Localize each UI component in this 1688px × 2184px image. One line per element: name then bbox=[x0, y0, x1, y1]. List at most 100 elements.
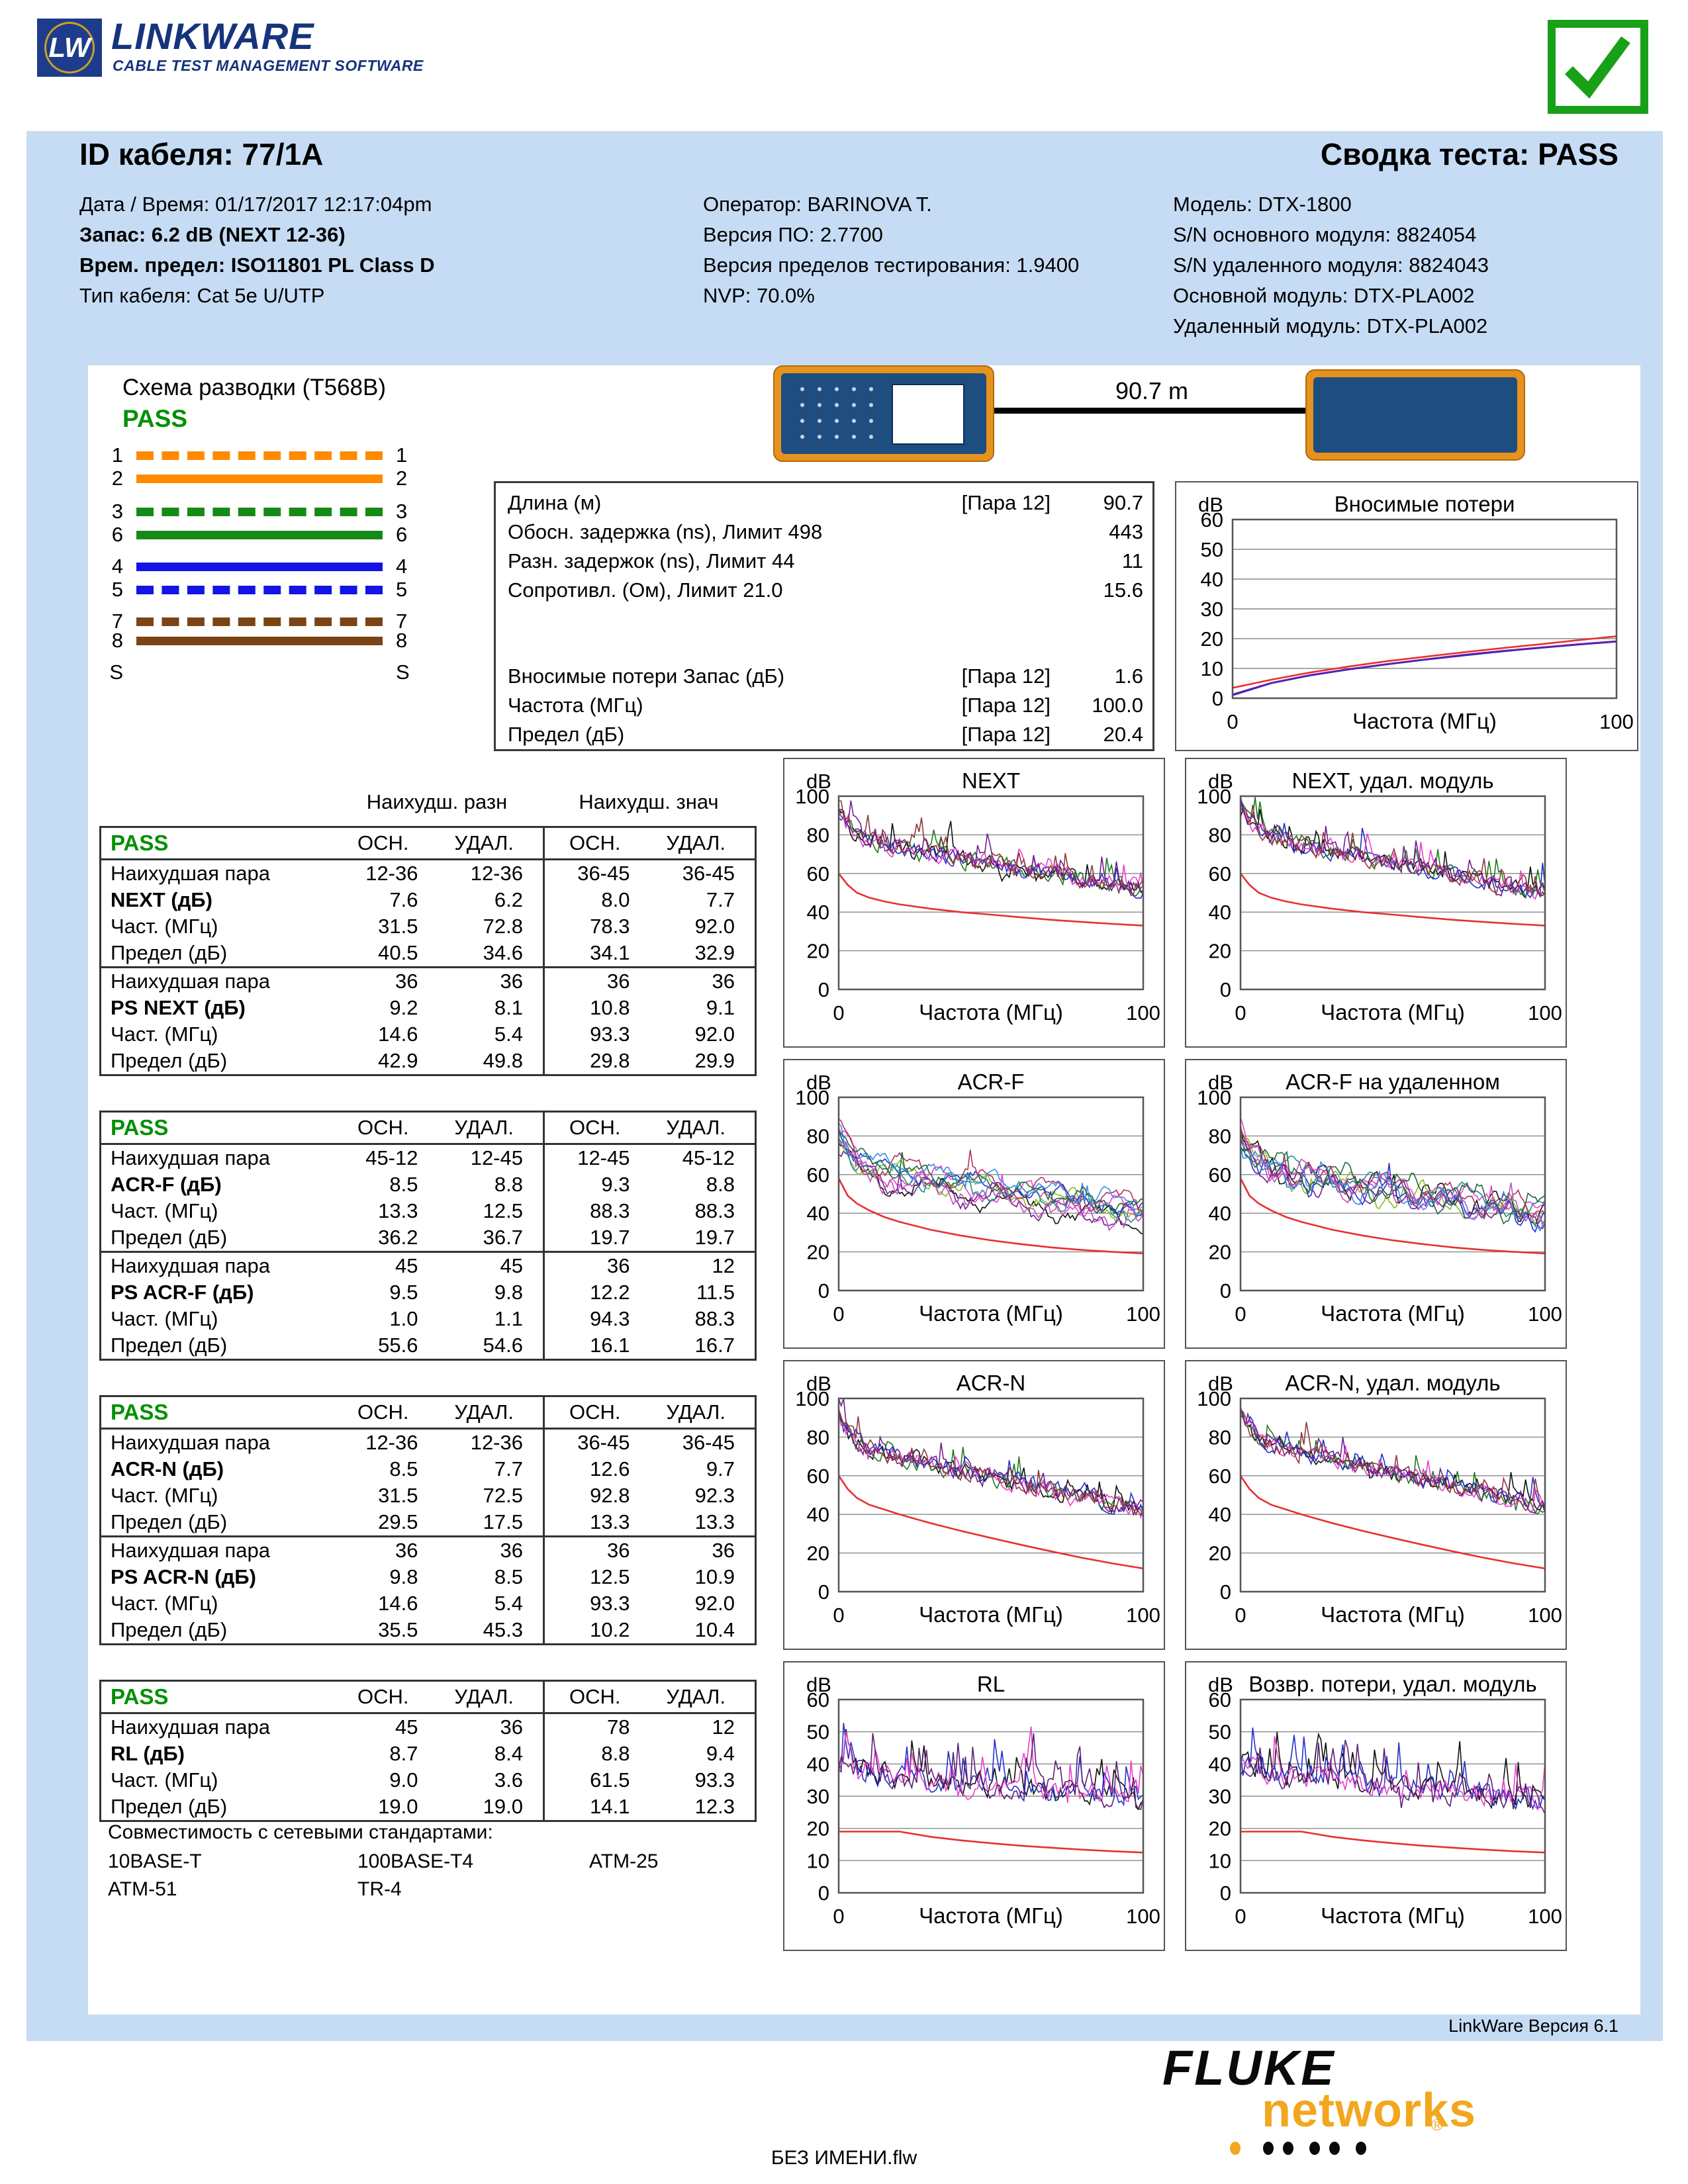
measure-label: Вносимые потери Запас (дБ) bbox=[508, 664, 785, 688]
standard-item: ATM-51 bbox=[108, 1878, 177, 1900]
row-value: 1.1 bbox=[494, 1307, 523, 1330]
svg-text:dB: dB bbox=[1208, 770, 1233, 793]
cable-link-line bbox=[990, 408, 1307, 414]
standards-title: Совместимость с сетевыми стандартами: bbox=[108, 1821, 493, 1843]
row-label: Наихудшая пара bbox=[100, 1251, 332, 1279]
measure-pair: [Пара 12] bbox=[961, 664, 1051, 688]
row-value: 45-12 bbox=[682, 1146, 735, 1169]
insertion-loss-chart: dB Вносимые потери 0 10 20 30 40 50 60 0 Частота (… bbox=[1175, 481, 1638, 751]
svg-text:80: 80 bbox=[1209, 823, 1231, 846]
acrf-chart: dB ACR-F 0 20 40 60 80 100 0 Частота (МГц) 100 bbox=[783, 1059, 1165, 1349]
row-label: Наихудшая пара bbox=[100, 966, 332, 995]
svg-text:20: 20 bbox=[1209, 1817, 1231, 1841]
svg-text:0: 0 bbox=[1235, 1001, 1246, 1024]
row-value: 36 bbox=[438, 966, 544, 995]
svg-text:100: 100 bbox=[1528, 1604, 1562, 1627]
pass-check-icon bbox=[1548, 20, 1648, 114]
svg-text:60: 60 bbox=[807, 862, 829, 886]
report-filename: БЕЗ ИМЕНИ.flw bbox=[771, 2147, 917, 2169]
column-header: УДАЛ. bbox=[649, 1396, 756, 1430]
row-value: 13.3 bbox=[694, 1510, 735, 1533]
wire-line bbox=[136, 585, 383, 594]
column-header: ОСН. bbox=[543, 1111, 650, 1145]
column-header: ОСН. bbox=[332, 827, 438, 860]
table-header-row: PASS ОСН. УДАЛ. ОСН. УДАЛ. bbox=[100, 1111, 756, 1145]
row-label: Предел (дБ) bbox=[111, 1795, 228, 1818]
wire-line bbox=[136, 530, 383, 539]
row-value: 36.2 bbox=[378, 1226, 418, 1249]
column-header: ОСН. bbox=[332, 1680, 438, 1714]
wire-pin-right: 6 bbox=[396, 523, 408, 546]
svg-text:30: 30 bbox=[807, 1785, 829, 1808]
row-value: 55.6 bbox=[378, 1334, 418, 1357]
table-row: Част. (МГц) 9.0 3.6 61.5 93.3 bbox=[101, 1767, 756, 1794]
row-value: 16.1 bbox=[543, 1332, 650, 1360]
svg-text:0: 0 bbox=[1235, 1302, 1246, 1326]
row-value: 72.8 bbox=[483, 915, 523, 938]
acrn-results-table: PASS ОСН. УДАЛ. ОСН. УДАЛ. Наихудшая пара 12-3… bbox=[99, 1395, 757, 1645]
svg-text:100: 100 bbox=[795, 785, 829, 808]
table-row: Част. (МГц) 14.6 5.4 93.3 92.0 bbox=[101, 1590, 756, 1617]
row-value: 34.1 bbox=[543, 940, 650, 968]
row-value: 14.6 bbox=[378, 1023, 418, 1046]
row-value: 11.5 bbox=[696, 1281, 735, 1304]
svg-text:40: 40 bbox=[807, 1503, 829, 1526]
info-line: NVP: 70.0% bbox=[703, 284, 815, 307]
svg-text:0: 0 bbox=[1227, 710, 1238, 733]
wire-pin-left: 4 bbox=[111, 555, 123, 578]
table-row: PS ACR-N (дБ) 9.8 8.5 12.5 10.9 bbox=[101, 1564, 756, 1590]
row-value: 8.7 bbox=[389, 1742, 418, 1765]
measure-label: Разн. задержок (ns), Лимит 44 bbox=[508, 549, 795, 572]
measure-label: Длина (м) bbox=[508, 491, 602, 514]
row-value: 42.9 bbox=[378, 1049, 418, 1072]
row-value: 36-45 bbox=[543, 859, 650, 887]
row-value: 6.2 bbox=[494, 888, 523, 911]
svg-text:0: 0 bbox=[1220, 1580, 1231, 1604]
measure-pair: [Пара 12] bbox=[961, 694, 1051, 717]
measure-row: Длина (м) [Пара 12] 90.7 bbox=[508, 488, 1143, 518]
wire-pin-left: 2 bbox=[111, 467, 123, 490]
info-line: Оператор: BARINOVA T. bbox=[703, 193, 932, 216]
table-row: Наихудшая пара 45 45 36 12 bbox=[100, 1251, 756, 1279]
table-header-row: PASS ОСН. УДАЛ. ОСН. УДАЛ. bbox=[100, 1680, 756, 1714]
svg-text:Частота (МГц): Частота (МГц) bbox=[919, 1903, 1063, 1928]
row-value: 19.7 bbox=[694, 1226, 735, 1249]
svg-text:40: 40 bbox=[1201, 568, 1223, 591]
svg-text:20: 20 bbox=[1209, 1542, 1231, 1565]
info-column-2: Оператор: BARINOVA T. Версия ПО: 2.7700 Ве… bbox=[703, 189, 1079, 311]
row-label: PS NEXT (дБ) bbox=[111, 996, 246, 1019]
row-value: 16.7 bbox=[694, 1334, 735, 1357]
row-value: 3.6 bbox=[494, 1768, 523, 1792]
row-label: PS ACR-N (дБ) bbox=[111, 1565, 256, 1588]
column-header: УДАЛ. bbox=[438, 1680, 544, 1714]
row-value: 9.8 bbox=[389, 1565, 418, 1588]
row-value: 13.3 bbox=[543, 1509, 650, 1537]
table-row: Наихудшая пара 36 36 36 36 bbox=[100, 1535, 756, 1564]
row-value: 36 bbox=[649, 1535, 756, 1564]
table-header-row: PASS ОСН. УДАЛ. ОСН. УДАЛ. bbox=[100, 1396, 756, 1430]
row-label: Наихудшая пара bbox=[100, 1535, 332, 1564]
svg-text:20: 20 bbox=[1201, 627, 1223, 651]
measure-row: Сопротивл. (Ом), Лимит 21.0 15.6 bbox=[508, 576, 1143, 605]
main-tester-display bbox=[892, 383, 964, 445]
row-value: 8.8 bbox=[543, 1741, 650, 1767]
svg-text:dB: dB bbox=[1208, 1673, 1233, 1696]
info-line: Дата / Время: 01/17/2017 12:17:04pm bbox=[79, 193, 432, 216]
row-label: Част. (МГц) bbox=[111, 1484, 218, 1507]
row-value: 29.9 bbox=[694, 1049, 735, 1072]
svg-text:dB: dB bbox=[1198, 493, 1223, 516]
next-remote-chart: dB NEXT, удал. модуль 0 20 40 60 80 100 0 Частота… bbox=[1185, 758, 1567, 1048]
svg-text:40: 40 bbox=[807, 1202, 829, 1225]
svg-text:NEXT, удал. модуль: NEXT, удал. модуль bbox=[1291, 768, 1493, 793]
row-value: 92.3 bbox=[694, 1484, 735, 1507]
table-header-row: PASS ОСН. УДАЛ. ОСН. УДАЛ. bbox=[100, 827, 756, 860]
svg-text:80: 80 bbox=[807, 823, 829, 846]
row-value: 31.5 bbox=[378, 915, 418, 938]
standard-item: 100BASE-T4 bbox=[357, 1850, 474, 1872]
row-value: 13.3 bbox=[378, 1199, 418, 1222]
svg-text:Вносимые потери: Вносимые потери bbox=[1335, 492, 1515, 516]
